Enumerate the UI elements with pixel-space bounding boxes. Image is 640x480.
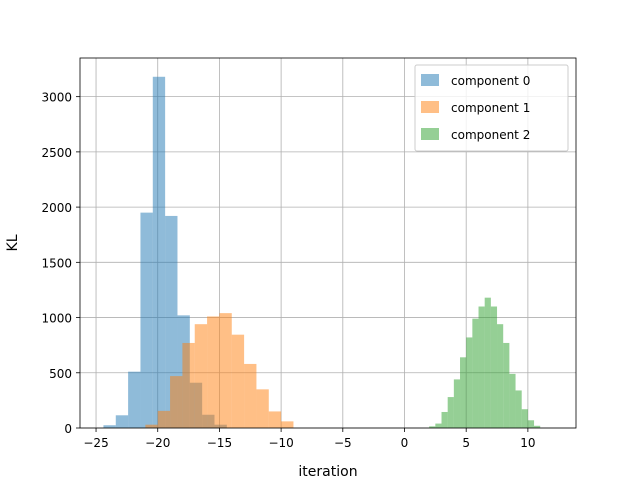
histogram-bar: [165, 215, 178, 428]
histogram-bar: [460, 357, 467, 428]
x-axis-label: iteration: [298, 464, 357, 480]
legend-label: component 0: [451, 74, 530, 88]
histogram-bar: [447, 397, 454, 428]
histogram-bar: [115, 415, 129, 428]
histogram-bar: [244, 363, 257, 428]
histogram-bar: [231, 334, 245, 428]
legend-swatch: [421, 128, 439, 140]
histogram-bars: [103, 76, 541, 428]
legend-swatch: [421, 74, 439, 86]
histogram-bar: [515, 390, 522, 428]
histogram-bar: [194, 324, 208, 428]
y-tick-label: 500: [49, 367, 72, 381]
legend-swatch: [421, 101, 439, 113]
series-component-2: [429, 297, 541, 428]
y-tick-label: 3000: [41, 91, 72, 105]
legend: component 0 component 1 component 2: [414, 64, 569, 152]
histogram-bar: [170, 376, 183, 428]
histogram-bar: [472, 318, 479, 428]
histogram-bar: [466, 337, 473, 428]
histogram-bar: [503, 342, 510, 428]
x-tick-label: 10: [520, 436, 535, 450]
axis-ticks: −25 −20 −15 −10 −5 0 5 10 0 500 1000 1500 2000 2500 30…: [41, 91, 535, 450]
histogram-bar: [128, 371, 141, 428]
y-tick-label: 0: [64, 422, 72, 436]
x-tick-label: −5: [334, 436, 352, 450]
histogram-bar: [256, 389, 269, 428]
histogram-bar: [490, 306, 498, 428]
histogram-bar: [534, 425, 541, 428]
legend-label: component 2: [451, 128, 530, 142]
histogram-bar: [268, 411, 282, 428]
histogram-bar: [497, 324, 504, 428]
histogram-bar: [435, 423, 442, 428]
histogram-bar: [527, 420, 535, 428]
histogram-bar: [207, 316, 220, 428]
y-tick-label: 2500: [41, 146, 72, 160]
x-tick-label: −20: [145, 436, 170, 450]
x-tick-label: −15: [207, 436, 232, 450]
histogram-bar: [521, 409, 528, 428]
y-axis-label: KL: [5, 234, 21, 251]
histogram-bar: [219, 313, 232, 428]
histogram-bar: [152, 76, 166, 428]
series-component-1: [145, 313, 294, 428]
histogram-bar: [182, 342, 195, 428]
x-tick-label: −25: [83, 436, 108, 450]
histogram-bar: [157, 410, 171, 428]
y-tick-label: 1000: [41, 312, 72, 326]
y-tick-label: 1500: [41, 256, 72, 270]
legend-label: component 1: [451, 101, 530, 115]
x-tick-label: 5: [462, 436, 470, 450]
histogram-bar: [281, 421, 294, 428]
histogram-bar: [484, 297, 491, 428]
histogram-bar: [478, 306, 485, 428]
histogram-bar: [453, 379, 461, 428]
x-tick-label: −10: [268, 436, 293, 450]
x-tick-label: 0: [401, 436, 409, 450]
histogram-bar: [509, 373, 516, 428]
histogram-bar: [429, 426, 436, 428]
plot-frame: [79, 57, 577, 429]
y-tick-label: 2000: [41, 201, 72, 215]
histogram-bar: [103, 425, 116, 428]
histogram-bar: [145, 424, 158, 428]
histogram-bar: [140, 212, 153, 428]
legend-box: [414, 64, 569, 152]
histogram-bar: [441, 411, 448, 428]
